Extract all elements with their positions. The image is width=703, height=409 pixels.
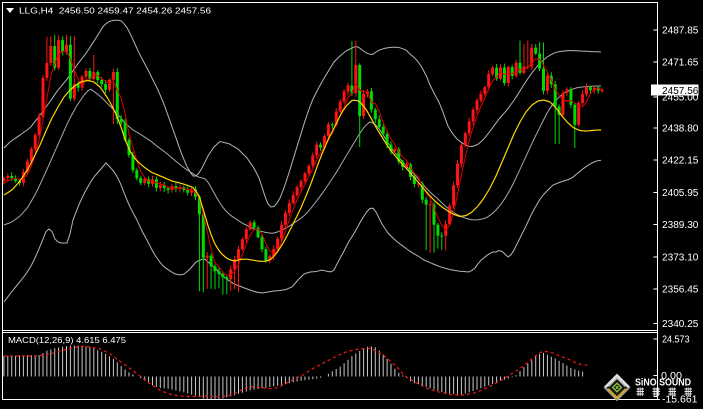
svg-text:2438.80: 2438.80 [662, 124, 699, 135]
svg-text:2373.10: 2373.10 [662, 253, 699, 264]
svg-text:2455.00: 2455.00 [662, 93, 699, 104]
svg-text:2389.30: 2389.30 [662, 220, 699, 231]
svg-text:2405.95: 2405.95 [662, 188, 699, 199]
svg-text:2340.25: 2340.25 [662, 319, 699, 330]
svg-text:SiNO SOUND: SiNO SOUND [635, 377, 691, 389]
svg-text:0.00: 0.00 [661, 371, 682, 382]
svg-text:24.573: 24.573 [662, 334, 690, 345]
svg-text:2457.56: 2457.56 [662, 86, 699, 97]
svg-text:2471.65: 2471.65 [662, 58, 699, 69]
svg-text:2422.15: 2422.15 [662, 156, 699, 167]
svg-text:LLG,H4 2456.50 2459.47 2454.2: LLG,H4 2456.50 2459.47 2454.26 2457.56 [19, 6, 211, 16]
svg-text:MACD(12,26,9) 4.615 6.475: MACD(12,26,9) 4.615 6.475 [8, 335, 126, 345]
svg-text:2487.85: 2487.85 [662, 26, 699, 37]
svg-text:-15.661: -15.661 [662, 394, 698, 405]
svg-text:2356.45: 2356.45 [662, 285, 699, 296]
